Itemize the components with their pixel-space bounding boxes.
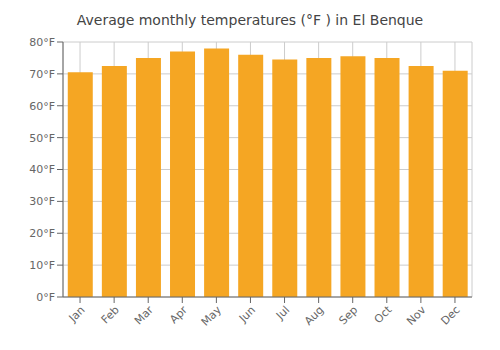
svg-text:Dec: Dec xyxy=(438,303,462,327)
svg-text:Apr: Apr xyxy=(167,303,190,326)
svg-text:Jul: Jul xyxy=(273,303,292,322)
svg-text:40°F: 40°F xyxy=(29,163,55,176)
svg-text:Aug: Aug xyxy=(302,303,326,327)
svg-text:Feb: Feb xyxy=(99,303,122,326)
svg-text:May: May xyxy=(199,303,225,329)
svg-text:10°F: 10°F xyxy=(29,259,55,272)
svg-text:Jan: Jan xyxy=(66,303,88,325)
svg-text:0°F: 0°F xyxy=(36,291,55,304)
svg-text:30°F: 30°F xyxy=(29,195,55,208)
svg-text:Oct: Oct xyxy=(372,303,395,326)
svg-text:Mar: Mar xyxy=(132,303,156,327)
svg-text:Sep: Sep xyxy=(336,303,360,327)
html-text:Average monthly temperatures (: Average monthly temperatures (°F ) in El… xyxy=(76,12,424,28)
svg-text:80°F: 80°F xyxy=(29,36,55,49)
svg-text:60°F: 60°F xyxy=(29,100,55,113)
svg-text:50°F: 50°F xyxy=(29,132,55,145)
svg-text:Nov: Nov xyxy=(404,303,429,328)
svg-text:70°F: 70°F xyxy=(29,68,55,81)
svg-text:Jun: Jun xyxy=(236,303,258,325)
svg-text:20°F: 20°F xyxy=(29,227,55,240)
